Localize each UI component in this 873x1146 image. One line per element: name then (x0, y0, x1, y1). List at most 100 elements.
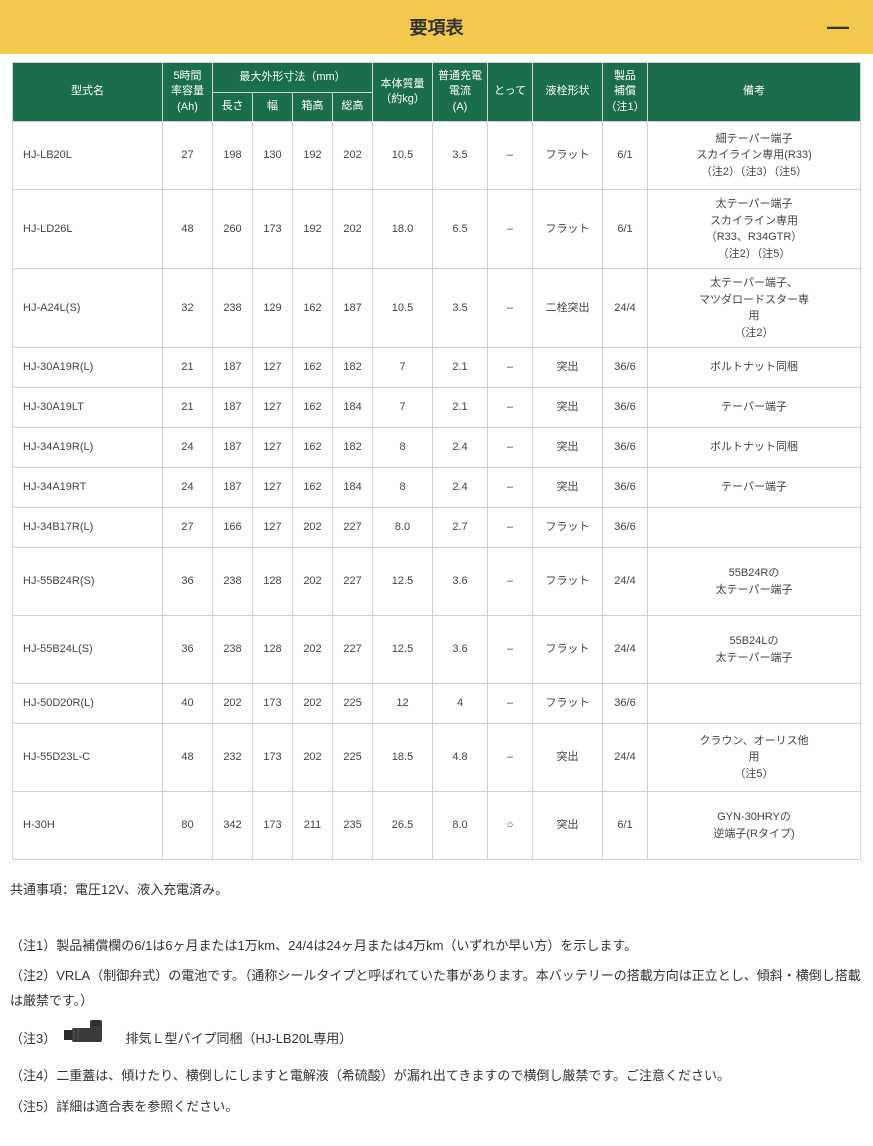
cell-len: 202 (213, 684, 253, 724)
cell-len: 260 (213, 190, 253, 269)
cell-model: HJ-34A19RT (13, 468, 163, 508)
cell-war: 36/6 (603, 428, 648, 468)
cell-plug: フラット (533, 122, 603, 190)
th-boxh: 箱高 (293, 92, 333, 122)
th-len: 長さ (213, 92, 253, 122)
cell-rem: 太テーパー端子、マツダロードスター専用（注2） (648, 269, 861, 348)
cell-toth: 225 (333, 684, 373, 724)
cell-plug: フラット (533, 508, 603, 548)
cell-war: 36/6 (603, 388, 648, 428)
th-dim-group: 最大外形寸法（mm） (213, 63, 373, 93)
cell-len: 187 (213, 468, 253, 508)
cell-war: 24/4 (603, 616, 648, 684)
cell-model: HJ-34B17R(L) (13, 508, 163, 548)
cell-toth: 202 (333, 190, 373, 269)
cell-cur: 4 (433, 684, 488, 724)
cell-boxh: 192 (293, 190, 333, 269)
note-common: 共通事項：電圧12V、液入充電済み。 (10, 878, 863, 903)
cell-plug: フラット (533, 684, 603, 724)
cell-len: 238 (213, 616, 253, 684)
cell-rem: テーパー端子 (648, 388, 861, 428)
cell-len: 198 (213, 122, 253, 190)
cell-wt: 18.0 (373, 190, 433, 269)
cell-model: HJ-34A19R(L) (13, 428, 163, 468)
cell-cur: 2.7 (433, 508, 488, 548)
cell-model: HJ-LB20L (13, 122, 163, 190)
cell-toth: 227 (333, 548, 373, 616)
cell-model: HJ-LD26L (13, 190, 163, 269)
cell-hdl: – (488, 428, 533, 468)
cell-boxh: 202 (293, 724, 333, 792)
cell-boxh: 162 (293, 468, 333, 508)
cell-hdl: – (488, 348, 533, 388)
cell-plug: 突出 (533, 724, 603, 792)
l-pipe-icon (64, 1020, 118, 1059)
cell-wid: 128 (253, 616, 293, 684)
cell-war: 6/1 (603, 190, 648, 269)
cell-cap: 80 (163, 792, 213, 860)
th-plug: 液栓形状 (533, 63, 603, 122)
cell-wid: 127 (253, 388, 293, 428)
cell-boxh: 202 (293, 508, 333, 548)
cell-wt: 7 (373, 388, 433, 428)
cell-wid: 173 (253, 724, 293, 792)
cell-hdl: – (488, 684, 533, 724)
cell-hdl: – (488, 724, 533, 792)
cell-rem: テーパー端子 (648, 468, 861, 508)
cell-cur: 3.6 (433, 548, 488, 616)
cell-model: HJ-30A19R(L) (13, 348, 163, 388)
cell-cap: 21 (163, 348, 213, 388)
cell-cur: 3.5 (433, 122, 488, 190)
table-wrapper: 型式名 5時間率容量(Ah) 最大外形寸法（mm） 本体質量（約kg） 普通充電… (0, 54, 873, 860)
cell-hdl: – (488, 269, 533, 348)
cell-boxh: 162 (293, 269, 333, 348)
cell-model: HJ-50D20R(L) (13, 684, 163, 724)
cell-cap: 24 (163, 428, 213, 468)
cell-toth: 187 (333, 269, 373, 348)
cell-cap: 40 (163, 684, 213, 724)
cell-len: 187 (213, 428, 253, 468)
cell-wid: 173 (253, 190, 293, 269)
cell-rem (648, 684, 861, 724)
cell-cap: 27 (163, 122, 213, 190)
cell-toth: 182 (333, 428, 373, 468)
cell-war: 36/6 (603, 508, 648, 548)
cell-war: 36/6 (603, 468, 648, 508)
title-bar: 要項表 — (0, 0, 873, 54)
cell-war: 36/6 (603, 684, 648, 724)
cell-boxh: 202 (293, 684, 333, 724)
cell-wid: 127 (253, 468, 293, 508)
cell-toth: 227 (333, 616, 373, 684)
cell-wt: 8 (373, 468, 433, 508)
cell-war: 36/6 (603, 348, 648, 388)
cell-toth: 235 (333, 792, 373, 860)
cell-plug: フラット (533, 548, 603, 616)
cell-rem: ボルトナット同梱 (648, 348, 861, 388)
collapse-icon[interactable]: — (827, 14, 849, 40)
table-row: HJ-34A19R(L)2418712716218282.4–突出36/6ボルト… (13, 428, 861, 468)
th-handle: とって (488, 63, 533, 122)
cell-rem: 細テーパー端子スカイライン専用(R33)（注2）（注3）（注5） (648, 122, 861, 190)
cell-hdl: ○ (488, 792, 533, 860)
cell-rem: 55B24Lの太テーパー端子 (648, 616, 861, 684)
cell-wid: 128 (253, 548, 293, 616)
note-3: （注3） 排気Ｌ型パイプ同梱（HJ-LB20L専用） (10, 1020, 863, 1059)
th-toth: 総高 (333, 92, 373, 122)
table-row: H-30H8034217321123526.58.0○突出6/1GYN-30HR… (13, 792, 861, 860)
cell-hdl: – (488, 190, 533, 269)
cell-model: HJ-55B24L(S) (13, 616, 163, 684)
cell-cap: 48 (163, 724, 213, 792)
cell-cur: 3.5 (433, 269, 488, 348)
cell-cap: 36 (163, 616, 213, 684)
cell-toth: 184 (333, 388, 373, 428)
cell-wid: 127 (253, 348, 293, 388)
table-row: HJ-55B24L(S)3623812820222712.53.6–フラット24… (13, 616, 861, 684)
cell-len: 187 (213, 388, 253, 428)
cell-wt: 12 (373, 684, 433, 724)
table-body: HJ-LB20L2719813019220210.53.5–フラット6/1細テー… (13, 122, 861, 860)
cell-cap: 32 (163, 269, 213, 348)
cell-war: 24/4 (603, 724, 648, 792)
th-remarks: 備考 (648, 63, 861, 122)
notes-section: 共通事項：電圧12V、液入充電済み。 （注1）製品補償欄の6/1は6ヶ月または1… (0, 860, 873, 1146)
cell-hdl: – (488, 388, 533, 428)
